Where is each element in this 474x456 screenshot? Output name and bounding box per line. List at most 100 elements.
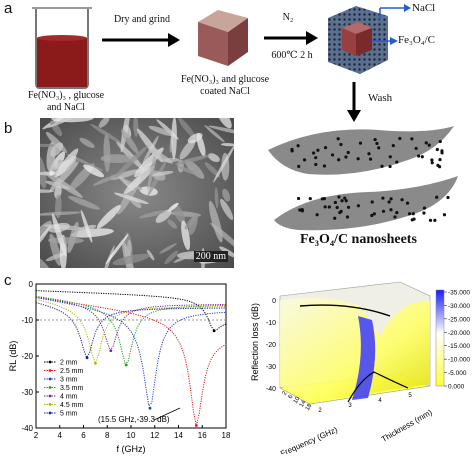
y-tick-label: -10 (21, 316, 33, 325)
nanoparticle (367, 152, 371, 156)
y-axis-label: RL (dB) (8, 341, 18, 372)
sem-flake (40, 143, 55, 147)
sem-flake (214, 187, 219, 209)
rl-series-line (35, 297, 227, 426)
nanoparticle (389, 197, 393, 201)
rl-series-line (35, 302, 227, 359)
arrow-down-icon (347, 82, 361, 122)
beaker-caption-line2: and NaCl (46, 102, 86, 113)
nanoparticle (323, 145, 328, 150)
sem-flake (79, 137, 95, 149)
nanoparticle (322, 196, 326, 201)
rl-series-line (35, 297, 227, 407)
colorbar-tick-label: -20.000 (448, 330, 470, 337)
arrow-right-icon (264, 31, 318, 45)
z-tick-label: -40 (266, 386, 276, 393)
sem-flake (173, 250, 200, 263)
legend-marker (48, 386, 52, 389)
frequency-tick-label: 18 (305, 403, 314, 412)
z-axis-label: Reflection loss (dB) (250, 303, 260, 381)
nanoparticle (356, 204, 360, 208)
nanoparticle (370, 213, 374, 218)
nanoparticle (395, 211, 399, 215)
sem-flake (121, 129, 139, 154)
nanoparticle (337, 195, 341, 199)
y-tick-label: 0 (29, 280, 34, 289)
nanoparticle (411, 212, 415, 216)
nanoparticle (370, 200, 374, 204)
panel-a-letter: a (4, 0, 13, 17)
sem-flake (179, 139, 196, 160)
nanoparticle (372, 212, 376, 216)
sem-flake (48, 118, 84, 128)
sem-flake (127, 239, 132, 256)
coated-cube-icon (198, 10, 248, 66)
composite-cube-icon (328, 6, 388, 74)
sem-flake (164, 250, 179, 265)
sem-flake (207, 153, 220, 163)
sem-flake (177, 165, 199, 176)
sem-flake (171, 118, 177, 160)
nanoparticle (314, 162, 318, 167)
legend-marker (48, 377, 52, 381)
nanoparticle (407, 212, 412, 216)
sem-flake (184, 214, 199, 230)
frequency-tick-label: 14 (299, 399, 308, 408)
contour-line (347, 371, 409, 403)
nanoparticle (335, 205, 339, 210)
nanoparticle (346, 150, 350, 155)
nanoparticle (420, 155, 424, 159)
sem-flake (114, 145, 148, 178)
sem-flake (103, 133, 111, 172)
sem-flake (208, 200, 223, 243)
frequency-tick-label: 6 (288, 393, 295, 399)
legend-label: 3 mm (60, 377, 78, 384)
nanoparticle (387, 200, 391, 204)
step2-gas: N₂ (282, 12, 294, 23)
nanoparticle (427, 143, 431, 147)
legend-marker (48, 369, 52, 372)
sem-flake (105, 233, 129, 265)
sem-flake (181, 220, 191, 251)
panel-c-letter: c (4, 272, 12, 289)
nanoparticle (333, 200, 337, 205)
sem-flake (222, 188, 231, 202)
thickness-axis-label: Thickness (mm) (380, 408, 434, 444)
nanoparticle (297, 164, 301, 168)
beaker-icon (32, 7, 92, 89)
colorbar-tick-label: -15.000 (448, 343, 470, 350)
sem-flake (167, 202, 179, 212)
x-tick-label: 12 (150, 431, 159, 440)
sem-flake (40, 252, 54, 268)
nanoparticle (375, 141, 379, 146)
nanoparticle (412, 217, 416, 221)
sem-flake (51, 213, 67, 257)
legend-label: 3.5 mm (60, 385, 84, 392)
min-annotation: (15.5 GHz,-39.3 dB) (98, 415, 170, 424)
nanoparticle (346, 205, 351, 209)
sem-flake (98, 118, 110, 128)
legend-marker (48, 360, 52, 364)
sem-flake (167, 219, 178, 229)
scale-bar-label: 200 nm (193, 251, 228, 262)
x-tick-label: 2 (34, 431, 39, 440)
nanoparticle (430, 161, 434, 165)
rl-series-line (35, 298, 227, 365)
beaker-caption-line1: Fe(NO₃)₃ , glucose (27, 90, 105, 101)
nanoparticle (298, 208, 302, 212)
rl-line-chart: 2 4 6 8 10 12 14 16 18 0 -10 -20 -30 -40 2 mm2.5 mm 3… (8, 280, 231, 454)
nanoparticle (340, 199, 344, 203)
sem-flake (148, 148, 173, 164)
sem-flake (100, 154, 134, 163)
nanoparticle (300, 209, 304, 213)
nanoparticle (433, 218, 437, 223)
nanoparticle (327, 205, 331, 209)
colorbar-tick-label: -35.000 (448, 290, 470, 297)
sem-flake (40, 189, 55, 193)
thickness-tick-label: 4 (378, 398, 382, 404)
sem-flake (204, 162, 221, 178)
step2-condition: 600℃ 2 h (271, 50, 313, 61)
nanoparticle (296, 196, 301, 201)
rl-min-point (85, 356, 89, 360)
